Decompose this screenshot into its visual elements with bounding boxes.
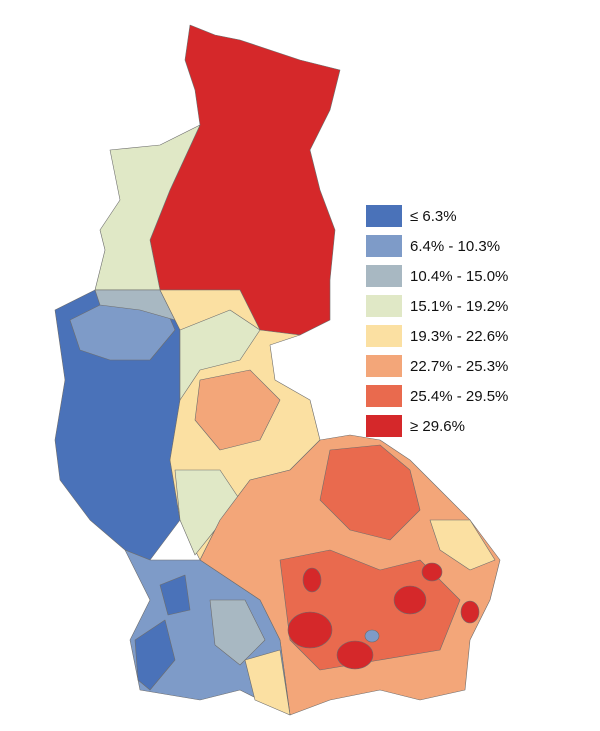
legend-label: 22.7% - 25.3% <box>410 358 508 375</box>
region <box>460 600 480 624</box>
region <box>159 574 191 616</box>
legend-swatch <box>366 385 402 407</box>
legend-swatch <box>366 325 402 347</box>
region <box>209 599 266 666</box>
region <box>393 585 427 615</box>
region <box>194 369 281 451</box>
legend-swatch <box>366 295 402 317</box>
region <box>287 611 333 649</box>
region <box>319 444 421 541</box>
region <box>336 640 374 670</box>
map-regions <box>54 24 501 716</box>
legend-swatch <box>366 205 402 227</box>
legend-label: 15.1% - 19.2% <box>410 298 508 315</box>
legend-swatch <box>366 235 402 257</box>
region <box>179 309 261 401</box>
region <box>134 619 176 691</box>
region <box>244 649 291 716</box>
region <box>302 567 322 593</box>
legend-label: 10.4% - 15.0% <box>410 268 508 285</box>
region <box>429 519 496 571</box>
legend-label: ≥ 29.6% <box>410 418 465 435</box>
region <box>149 24 341 336</box>
legend-label: 25.4% - 29.5% <box>410 388 508 405</box>
legend-label: 6.4% - 10.3% <box>410 238 500 255</box>
legend-swatch <box>366 265 402 287</box>
region <box>94 289 176 321</box>
region <box>421 562 443 582</box>
region <box>364 629 380 643</box>
legend-swatch <box>366 355 402 377</box>
legend-swatch <box>366 415 402 437</box>
legend-label: 19.3% - 22.6% <box>410 328 508 345</box>
legend: ≤ 6.3% 6.4% - 10.3% 10.4% - 15.0% 15.1% - 1… <box>366 205 508 437</box>
legend-label: ≤ 6.3% <box>410 208 457 225</box>
